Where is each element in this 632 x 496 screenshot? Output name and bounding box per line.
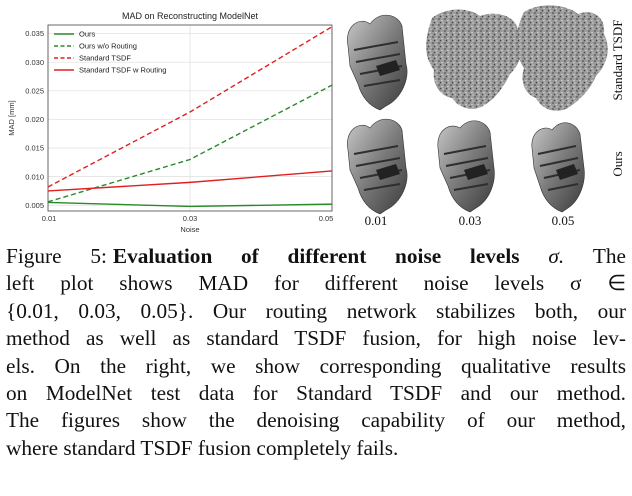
caption-line-3: {0.01, 0.03, 0.05}. Our routing network … (6, 298, 626, 323)
figure-5: MAD on Reconstructing ModelNet 0.005 0.01… (0, 0, 632, 238)
caption-title: Evaluation of different noise levels (112, 244, 520, 268)
tsdf-noise-005-chair (516, 5, 608, 111)
x-tick-label: 0.03 (183, 214, 198, 223)
ours-noise-003-chair (437, 120, 495, 213)
caption-line-8: where standard TSDF fusion completely fa… (6, 435, 399, 460)
tsdf-noise-003-chair (426, 9, 523, 109)
tsdf-noise-001-chair (347, 14, 408, 111)
mad-line-chart: MAD on Reconstructing ModelNet 0.005 0.01… (7, 11, 333, 234)
caption-line-2: left plot shows MAD for different noise … (6, 271, 626, 296)
caption-line-6: on ModelNet test data for Standard TSDF … (6, 381, 626, 406)
chart-series (47, 26, 333, 208)
y-tick-label: 0.030 (25, 58, 44, 67)
legend-label-0: Ours (79, 30, 96, 39)
series-line-0 (47, 201, 333, 208)
y-tick-label: 0.015 (25, 144, 44, 153)
caption-line-4: method as well as standard TSDF fusion, … (6, 326, 626, 351)
caption-label: Figure 5: (6, 244, 107, 268)
chart-title: MAD on Reconstructing ModelNet (122, 11, 259, 21)
column-label-001: 0.01 (365, 213, 388, 228)
legend-label-1: Ours w/o Routing (79, 42, 137, 51)
y-axis-label: MAD [mm] (7, 100, 16, 135)
plot-frame (47, 24, 333, 212)
y-tick-label: 0.025 (25, 86, 44, 95)
ours-noise-005-chair (531, 122, 585, 213)
legend-label-2: Standard TSDF (79, 54, 131, 63)
x-tick-label: 0.05 (319, 214, 334, 223)
figure-caption: Figure 5: Evaluation of different noise l… (6, 243, 626, 462)
series-line-3 (47, 170, 333, 192)
row-label-ours: Ours (610, 151, 625, 176)
caption-line-7: The figures show the denoising capabilit… (6, 408, 626, 433)
caption-line-1: Figure 5: Evaluation of different noise l… (6, 243, 626, 270)
chart-legend: Ours Ours w/o Routing Standard TSDF Standar… (54, 30, 166, 75)
column-label-003: 0.03 (459, 213, 482, 228)
qualitative-results: Standard TSDF Ours 0.01 0.03 0.05 (347, 5, 625, 228)
legend-label-3: Standard TSDF w Routing (79, 66, 166, 75)
x-tick-label: 0.01 (42, 214, 57, 223)
y-tick-label: 0.035 (25, 29, 44, 38)
caption-line-1-tail: The (592, 244, 626, 268)
ours-noise-001-chair (347, 118, 408, 215)
x-axis-label: Noise (180, 225, 199, 234)
series-line-2 (47, 26, 333, 188)
column-label-005: 0.05 (552, 213, 575, 228)
y-axis-ticks: 0.005 0.010 0.015 0.020 0.025 0.030 0.035 (25, 29, 44, 210)
row-label-standard-tsdf: Standard TSDF (610, 19, 625, 100)
caption-sigma: σ. (548, 244, 565, 268)
x-axis-ticks: 0.01 0.03 0.05 (42, 214, 334, 223)
y-tick-label: 0.005 (25, 201, 44, 210)
figure-canvas: MAD on Reconstructing ModelNet 0.005 0.01… (7, 5, 625, 234)
caption-line-5: els. On the right, we show corresponding… (6, 353, 626, 378)
y-tick-label: 0.010 (25, 172, 44, 181)
y-tick-label: 0.020 (25, 115, 44, 124)
